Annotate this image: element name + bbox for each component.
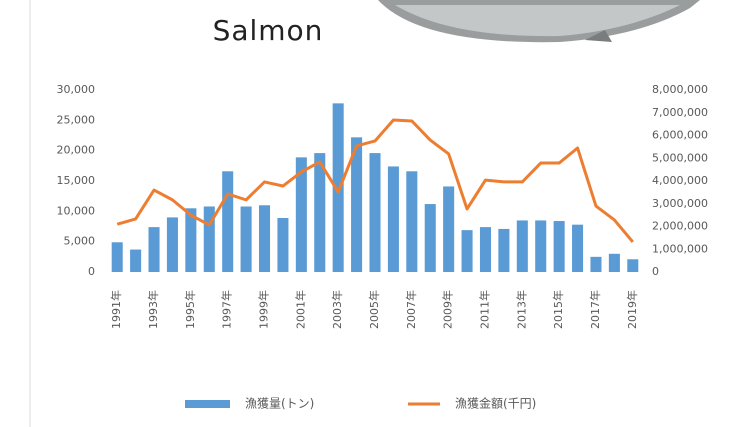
y2-tick-label: 3,000,000 xyxy=(652,197,708,210)
bar xyxy=(149,227,160,272)
x-tick-label: 2015年 xyxy=(551,290,565,329)
bar xyxy=(241,206,252,272)
y2-tick-label: 0 xyxy=(652,265,659,278)
y2-tick-label: 2,000,000 xyxy=(652,220,708,233)
x-tick-label: 1993年 xyxy=(146,290,160,329)
y-tick-label: 30,000 xyxy=(57,83,96,96)
y-tick-label: 10,000 xyxy=(57,204,96,217)
x-tick-label: 2005年 xyxy=(367,290,381,329)
x-tick-label: 2007年 xyxy=(404,290,418,329)
y-tick-label: 25,000 xyxy=(57,113,96,126)
bar xyxy=(554,221,565,272)
bar xyxy=(535,220,546,272)
y-tick-label: 5,000 xyxy=(64,235,96,248)
bar xyxy=(572,225,583,272)
y-tick-label: 0 xyxy=(88,265,95,278)
legend-label: 漁獲金額(千円) xyxy=(455,396,536,411)
bar xyxy=(406,171,417,272)
chart-frame xyxy=(30,0,702,427)
bar xyxy=(462,230,473,272)
y2-tick-label: 7,000,000 xyxy=(652,106,708,119)
y2-tick-label: 8,000,000 xyxy=(652,83,708,96)
bar xyxy=(590,257,601,272)
bar xyxy=(277,218,288,272)
bar xyxy=(517,220,528,272)
x-tick-label: 2009年 xyxy=(441,290,455,329)
x-tick-label: 2017年 xyxy=(588,290,602,329)
x-tick-label: 1991年 xyxy=(109,290,123,329)
x-tick-label: 2003年 xyxy=(330,290,344,329)
bar xyxy=(480,227,491,272)
x-tick-label: 1999年 xyxy=(257,290,271,329)
bar xyxy=(443,186,454,272)
chart: Salmon 0 5,000 10,000 15,000 20,000 25,000 30,… xyxy=(0,0,732,427)
legend-label: 漁獲量(トン) xyxy=(245,397,314,411)
bar xyxy=(130,250,141,272)
x-tick-label: 2019年 xyxy=(625,290,639,329)
y-tick-label: 20,000 xyxy=(57,144,96,157)
bar xyxy=(112,242,123,272)
bar xyxy=(425,204,436,272)
bar xyxy=(369,153,380,272)
y2-tick-label: 5,000,000 xyxy=(652,151,708,164)
x-tick-label: 1995年 xyxy=(183,290,197,329)
x-tick-label: 2011年 xyxy=(477,290,491,329)
chart-title: Salmon xyxy=(213,14,324,47)
bar xyxy=(609,254,620,272)
y-tick-label: 15,000 xyxy=(57,174,96,187)
bar xyxy=(627,259,638,272)
x-tick-label: 2001年 xyxy=(293,290,307,329)
bar xyxy=(498,229,509,272)
x-tick-label: 1997年 xyxy=(220,290,234,329)
legend-swatch xyxy=(185,400,230,408)
bar xyxy=(167,217,178,272)
bar xyxy=(222,171,233,272)
y2-tick-label: 4,000,000 xyxy=(652,174,708,187)
x-tick-label: 2013年 xyxy=(514,290,528,329)
bar xyxy=(388,166,399,272)
y2-tick-label: 6,000,000 xyxy=(652,129,708,142)
y2-tick-label: 1,000,000 xyxy=(652,242,708,255)
bar xyxy=(259,205,270,272)
